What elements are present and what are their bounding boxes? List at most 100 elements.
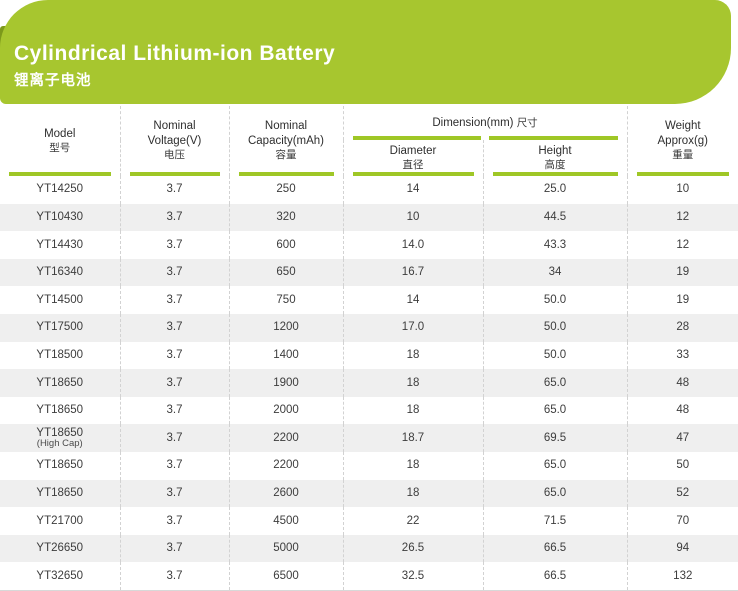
cell-capacity: 250: [228, 176, 343, 204]
cell-model: YT26650: [0, 534, 120, 563]
cell-height: 25.0: [482, 176, 628, 204]
cell-value: 50.0: [543, 293, 567, 306]
cell-value: 44.5: [543, 211, 567, 224]
cell-value: 600: [276, 238, 296, 251]
cell-weight: 48: [626, 369, 738, 397]
cell-value: 34: [548, 266, 562, 279]
col-header-diameter-zh: 直径: [402, 159, 424, 171]
cell-value: 43.3: [543, 238, 567, 251]
col-header-capacity-en2: Capacity(mAh): [247, 134, 325, 147]
table-row: YT18650 3.7 2200 18 65.0 50: [0, 451, 738, 480]
cell-weight: 19: [626, 286, 738, 314]
cell-diameter: 18: [342, 451, 483, 480]
cell-value: 71.5: [543, 514, 567, 527]
cell-value: 66.5: [543, 569, 567, 582]
cell-diameter: 10: [342, 203, 483, 232]
table-row: YT18650 (High Cap) 3.7 2200 18.7 69.5 47: [0, 424, 738, 452]
cell-value: 3.7: [166, 404, 183, 417]
cell-value: 3.7: [166, 211, 183, 224]
cell-value: 48: [676, 404, 690, 417]
cell-value: 18.7: [401, 431, 425, 444]
table-row: YT14500 3.7 750 14 50.0 19: [0, 286, 738, 314]
cell-value: 18: [406, 459, 420, 472]
table-row: YT32650 3.7 6500 32.5 66.5 132: [0, 562, 738, 591]
cell-weight: 48: [626, 396, 738, 425]
cell-value: 14.0: [401, 238, 425, 251]
cell-value: 32.5: [401, 569, 425, 582]
header-underline: [352, 172, 474, 176]
cell-value: YT17500: [36, 321, 84, 334]
cell-value: 4500: [273, 514, 299, 527]
cell-value: 50.0: [543, 349, 567, 362]
cell-value: 6500: [273, 569, 299, 582]
col-group-dimension-zh: 尺寸: [516, 116, 538, 129]
cell-value: 2200: [273, 459, 299, 472]
cell-height: 65.0: [482, 451, 628, 480]
cell-value: YT26650: [36, 542, 84, 555]
cell-capacity: 1900: [228, 369, 343, 397]
cell-value: 3.7: [166, 321, 183, 334]
cell-value: 25.0: [543, 183, 567, 196]
cell-voltage: 3.7: [119, 341, 229, 370]
cell-voltage: 3.7: [119, 424, 229, 452]
table-row: YT14430 3.7 600 14.0 43.3 12: [0, 231, 738, 259]
cell-voltage: 3.7: [119, 313, 229, 342]
cell-value: 33: [676, 349, 690, 362]
cell-height: 69.5: [482, 424, 628, 452]
cell-model: YT18650: [0, 479, 120, 508]
cell-weight: 47: [626, 424, 738, 452]
cell-value: 18: [406, 487, 420, 499]
cell-model: YT18650: [0, 452, 120, 480]
cell-value: YT14250: [36, 183, 84, 196]
cell-value: 94: [676, 542, 690, 555]
cell-model: YT18650: [0, 397, 120, 425]
cell-model: YT18650: [0, 369, 120, 397]
cell-value: 320: [276, 211, 296, 224]
battery-table-body: YT14250 3.7 250 14 25.0 10 YT10430 3.7 320 10 44.5…: [0, 176, 738, 591]
cell-value: 3.7: [166, 514, 183, 527]
cell-voltage: 3.7: [119, 396, 229, 425]
cell-model: YT14500: [0, 286, 120, 314]
table-row: YT18500 3.7 1400 18 50.0 33: [0, 341, 738, 370]
table-row: YT17500 3.7 1200 17.0 50.0 28: [0, 313, 738, 342]
cell-value: YT32650: [36, 569, 84, 582]
cell-height: 65.0: [482, 479, 628, 508]
cell-model: YT17500: [0, 313, 120, 342]
cell-value: 70: [676, 514, 690, 527]
cell-weight: 33: [626, 341, 738, 370]
cell-weight: 28: [626, 313, 738, 342]
table-row: YT18650 3.7 1900 18 65.0 48: [0, 369, 738, 397]
cell-value: YT18650: [36, 404, 84, 417]
col-header-height-en: Height: [538, 144, 572, 157]
cell-value: YT14500: [36, 293, 84, 306]
cell-value: 65.0: [543, 404, 567, 417]
cell-diameter: 18: [342, 479, 483, 508]
cell-value: 16.7: [401, 266, 425, 279]
cell-value: 3.7: [166, 487, 183, 499]
header-underline: [9, 172, 111, 176]
cell-value: 750: [276, 293, 296, 306]
cell-height: 66.5: [482, 534, 628, 563]
cell-value: 1200: [273, 321, 299, 334]
cell-voltage: 3.7: [119, 231, 229, 259]
cell-diameter: 18.7: [342, 424, 483, 452]
cell-value: 3.7: [166, 542, 183, 555]
cell-diameter: 14: [342, 176, 483, 204]
banner: Cylindrical Lithium-ion Battery 锂离子电池: [0, 0, 731, 104]
col-header-voltage: Nominal Voltage(V) 电压: [119, 106, 229, 176]
cell-weight: 50: [626, 451, 738, 480]
cell-value: 65.0: [543, 459, 567, 472]
cell-value: 650: [276, 266, 296, 279]
cell-weight: 10: [626, 176, 738, 204]
cell-value: YT18650: [36, 459, 84, 472]
cell-capacity: 650: [228, 258, 343, 287]
cell-weight: 12: [626, 203, 738, 232]
cell-model: YT18500: [0, 342, 120, 370]
table-row: YT26650 3.7 5000 26.5 66.5 94: [0, 534, 738, 563]
cell-value: 2600: [273, 487, 299, 499]
col-header-capacity: Nominal Capacity(mAh) 容量: [228, 106, 343, 176]
cell-value: 22: [406, 514, 420, 527]
cell-value: 12: [676, 211, 690, 224]
cell-capacity: 1400: [228, 341, 343, 370]
col-header-height: Height 高度: [482, 140, 628, 176]
